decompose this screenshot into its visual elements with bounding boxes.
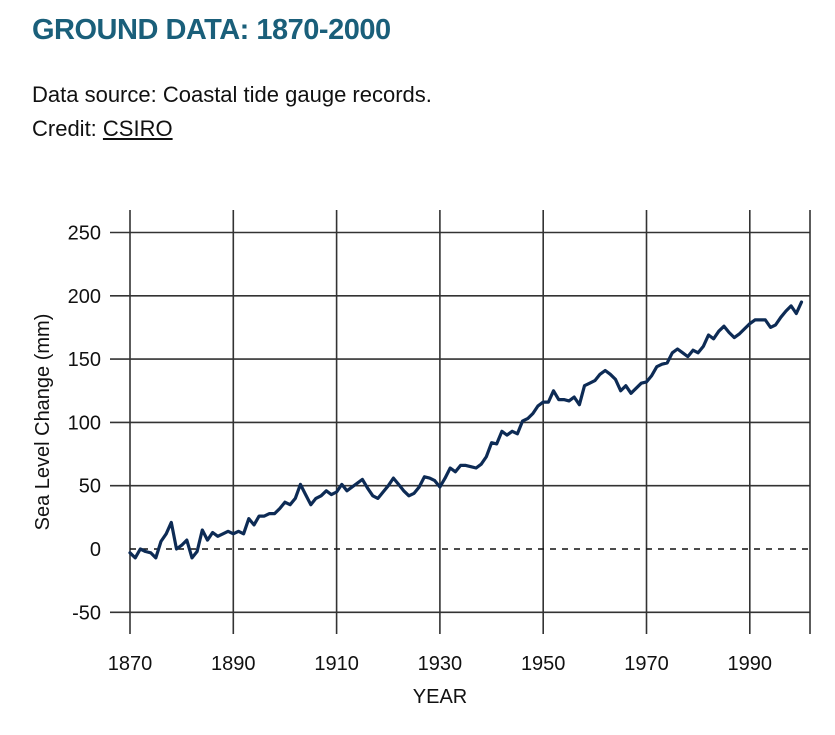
y-tick-label: 0	[90, 539, 101, 561]
y-axis-label: Sea Level Change (mm)	[32, 314, 54, 531]
x-tick-labels: 1870 1890 1910 1930 1950 1970 1990	[108, 653, 772, 675]
y-tick-label: 250	[68, 223, 101, 245]
series-line	[128, 300, 804, 560]
x-tick-label: 1890	[211, 653, 256, 675]
credit-line: Credit: CSIRO	[32, 116, 173, 142]
data-source-text: Data source: Coastal tide gauge records.	[32, 82, 432, 107]
x-tick-label: 1950	[521, 653, 566, 675]
x-tick-label: 1910	[314, 653, 359, 675]
y-tick-label: 100	[68, 412, 101, 434]
y-tick-label: 50	[79, 476, 101, 498]
credit-prefix: Credit:	[32, 116, 103, 141]
x-tick-label: 1990	[728, 653, 773, 675]
y-tick-label: 200	[68, 286, 101, 308]
x-axis-label: YEAR	[413, 686, 467, 708]
chart-grid	[110, 210, 811, 634]
y-tick-label: -50	[72, 602, 101, 624]
credit-link[interactable]: CSIRO	[102, 116, 173, 141]
x-tick-label: 1870	[108, 653, 153, 675]
page-title: GROUND DATA: 1870-2000	[32, 14, 391, 46]
y-tick-label: 150	[68, 349, 101, 371]
x-tick-label: 1930	[418, 653, 463, 675]
x-tick-label: 1970	[624, 653, 669, 675]
y-tick-labels: -50 0 50 100 150 200 250	[68, 223, 101, 625]
